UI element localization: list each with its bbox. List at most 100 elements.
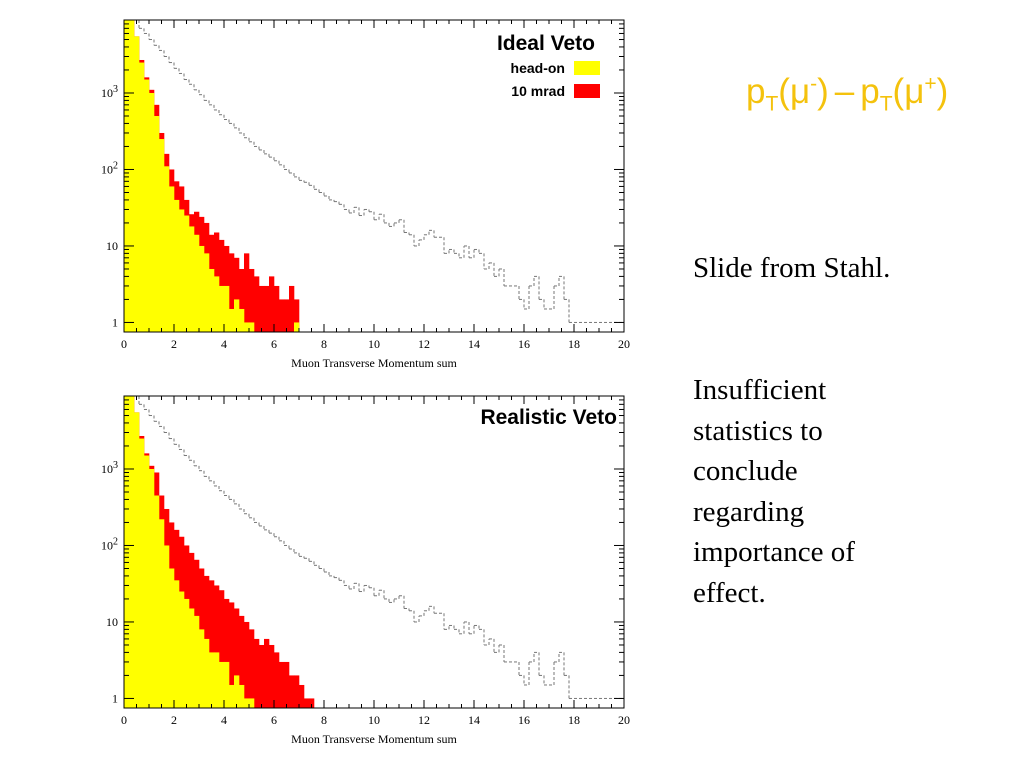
legend-item: head-on	[511, 60, 600, 76]
histogram-bar	[139, 63, 144, 332]
y-tick-label: 1	[112, 315, 118, 329]
y-tick-base: 10	[106, 239, 118, 253]
x-tick-label: 14	[468, 337, 480, 351]
x-tick-label: 18	[568, 337, 580, 351]
y-tick-label: 102	[101, 536, 118, 552]
x-axis-label: Muon Transverse Momentum sum	[291, 356, 457, 370]
histogram-bar	[239, 309, 244, 332]
histogram-bar	[234, 299, 239, 332]
y-tick-base: 10	[101, 538, 113, 552]
title-mu1: (μ	[778, 72, 810, 111]
histogram-bar	[249, 698, 254, 708]
histogram-bar	[179, 209, 184, 332]
legend-item: 10 mrad	[511, 83, 600, 99]
y-tick-label: 103	[101, 84, 118, 100]
y-tick-exponent: 3	[113, 84, 118, 95]
y-tick-exponent: 3	[113, 460, 118, 471]
panel-title: Realistic Veto	[480, 406, 617, 429]
x-tick-label: 16	[518, 337, 530, 351]
panel-title: Ideal Veto	[497, 32, 595, 55]
ideal-veto-chart: 0 2 4 6 8 10 12 14 16 18 20 1 10 102 103 Muon Transvers…	[0, 0, 660, 384]
histogram-bar	[249, 629, 254, 708]
title-p2: p	[860, 72, 879, 111]
y-tick-base: 10	[101, 462, 113, 476]
histogram-bar	[264, 639, 269, 708]
y-tick-base: 10	[101, 86, 113, 100]
title-p1: p	[746, 72, 765, 111]
legend-label: head-on	[511, 60, 565, 76]
histogram-bar	[144, 80, 149, 332]
histogram-bar	[164, 166, 169, 332]
histogram-bar	[159, 519, 164, 708]
title-sub2: T	[880, 92, 893, 115]
histogram-bar	[259, 286, 264, 332]
histogram-bar	[189, 608, 194, 708]
x-tick-label: 4	[221, 337, 227, 351]
histogram-bar	[154, 496, 159, 708]
histogram-bar	[244, 253, 249, 332]
y-tick-label: 10	[106, 615, 118, 629]
histogram-bar	[149, 93, 154, 332]
histogram-bar	[269, 645, 274, 708]
histogram-bar	[199, 246, 204, 332]
histogram-bar	[129, 396, 134, 708]
title-close1: )	[817, 72, 829, 111]
x-tick-label: 12	[418, 713, 430, 727]
histogram-bar	[209, 269, 214, 332]
histogram-bar	[174, 580, 179, 708]
histogram-bar	[184, 216, 189, 332]
histogram-bar	[299, 685, 304, 708]
x-tick-label: 0	[121, 337, 127, 351]
y-tick-base: 10	[101, 162, 113, 176]
histogram-bar	[169, 568, 174, 708]
histogram-bar	[289, 286, 294, 332]
histogram-bar	[274, 652, 279, 708]
y-tick-exponent: 2	[113, 536, 118, 547]
histogram-bar	[279, 662, 284, 708]
histogram-bar	[224, 286, 229, 332]
title-dash: –	[835, 72, 854, 111]
histogram-bar	[274, 286, 279, 332]
y-tick-exponent: 2	[113, 160, 118, 171]
histogram-bar	[149, 469, 154, 708]
histogram-bar	[184, 599, 189, 708]
title-sub1: T	[765, 92, 778, 115]
y-tick-label: 102	[101, 160, 118, 176]
title-mu2: (μ	[893, 72, 925, 111]
histogram-bar	[229, 309, 234, 332]
x-tick-label: 12	[418, 337, 430, 351]
realistic-veto-chart: 0 2 4 6 8 10 12 14 16 18 20 1 10 102 103 Muon Transvers…	[0, 376, 660, 760]
x-tick-label: 6	[271, 337, 277, 351]
histogram-bar	[169, 186, 174, 332]
x-tick-label: 4	[221, 713, 227, 727]
conclusion-note: Insufficient statistics to conclude rega…	[693, 370, 953, 613]
x-tick-label: 6	[271, 713, 277, 727]
histogram-bar	[294, 675, 299, 708]
histogram-bar	[124, 20, 129, 332]
histogram-bar	[254, 639, 259, 708]
histogram-bar	[179, 592, 184, 708]
x-tick-label: 16	[518, 713, 530, 727]
histogram-bar	[189, 226, 194, 332]
y-tick-base: 1	[112, 315, 118, 329]
x-tick-label: 2	[171, 713, 177, 727]
x-tick-label: 8	[321, 713, 327, 727]
histogram-bar	[234, 675, 239, 708]
conclusion-line: effect.	[693, 573, 953, 614]
histogram-bar	[159, 139, 164, 332]
conclusion-line: importance of	[693, 532, 953, 573]
conclusion-line: conclude	[693, 451, 953, 492]
histogram-bar	[154, 116, 159, 332]
histogram-bar	[164, 545, 169, 708]
x-tick-label: 8	[321, 337, 327, 351]
y-tick-base: 1	[112, 691, 118, 705]
x-tick-label: 10	[368, 713, 380, 727]
histogram-bar	[194, 235, 199, 332]
x-tick-label: 0	[121, 713, 127, 727]
histogram-bar	[239, 685, 244, 708]
histogram-bar	[214, 276, 219, 332]
histogram-bar	[134, 36, 139, 332]
legend-swatch	[574, 84, 600, 98]
histogram-bar	[204, 639, 209, 708]
histogram-bar	[284, 299, 289, 332]
